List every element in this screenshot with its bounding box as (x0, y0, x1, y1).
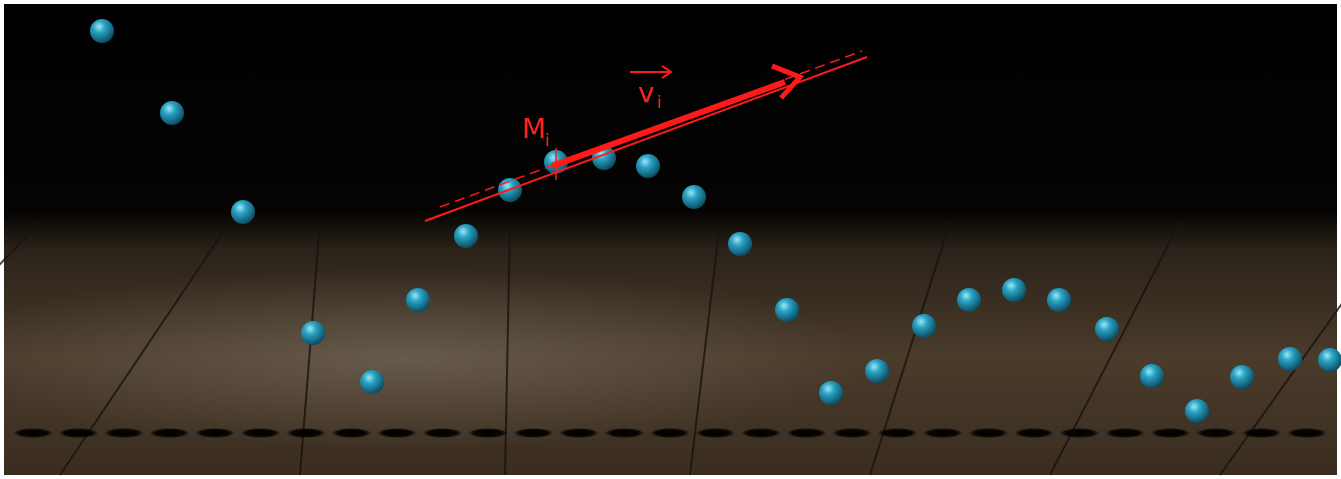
shadow (1196, 428, 1236, 438)
shadow (923, 428, 963, 438)
ball (160, 101, 184, 125)
shadow (286, 428, 326, 438)
shadow (195, 428, 235, 438)
shadow (423, 428, 463, 438)
ball (1278, 347, 1302, 371)
ball (728, 232, 752, 256)
ball (406, 288, 430, 312)
shadows (13, 428, 1327, 438)
scene: M i v i (0, 0, 1341, 479)
shadow (377, 428, 417, 438)
ball (231, 200, 255, 224)
ball (636, 154, 660, 178)
ball (1318, 348, 1341, 372)
point-index: i (545, 131, 550, 151)
ball (1002, 278, 1026, 302)
shadow (1060, 428, 1100, 438)
shadow (332, 428, 372, 438)
shadow (741, 428, 781, 438)
ball (682, 185, 706, 209)
point-label: M (522, 112, 546, 145)
ball (454, 224, 478, 248)
ball (360, 370, 384, 394)
ball (912, 314, 936, 338)
shadow (59, 428, 99, 438)
shadow (150, 428, 190, 438)
shadow (514, 428, 554, 438)
ball (957, 288, 981, 312)
shadow (832, 428, 872, 438)
ball (1140, 364, 1164, 388)
shadow (787, 428, 827, 438)
ball (90, 19, 114, 43)
shadow (605, 428, 645, 438)
ball (775, 298, 799, 322)
shadow (241, 428, 281, 438)
shadow (1105, 428, 1145, 438)
shadow (1014, 428, 1054, 438)
ball (1230, 365, 1254, 389)
shadow (468, 428, 508, 438)
ball (819, 381, 843, 405)
shadow (878, 428, 918, 438)
shadow (559, 428, 599, 438)
shadow (104, 428, 144, 438)
shadow (969, 428, 1009, 438)
ball (1095, 317, 1119, 341)
velocity-label: v (638, 76, 655, 109)
ball (865, 359, 889, 383)
shadow (1151, 428, 1191, 438)
ball (301, 321, 325, 345)
ball (1185, 399, 1209, 423)
shadow (13, 428, 53, 438)
shadow (1287, 428, 1327, 438)
velocity-index: i (657, 93, 662, 113)
ball (1047, 288, 1071, 312)
shadow (696, 428, 736, 438)
shadow (650, 428, 690, 438)
shadow (1242, 428, 1282, 438)
